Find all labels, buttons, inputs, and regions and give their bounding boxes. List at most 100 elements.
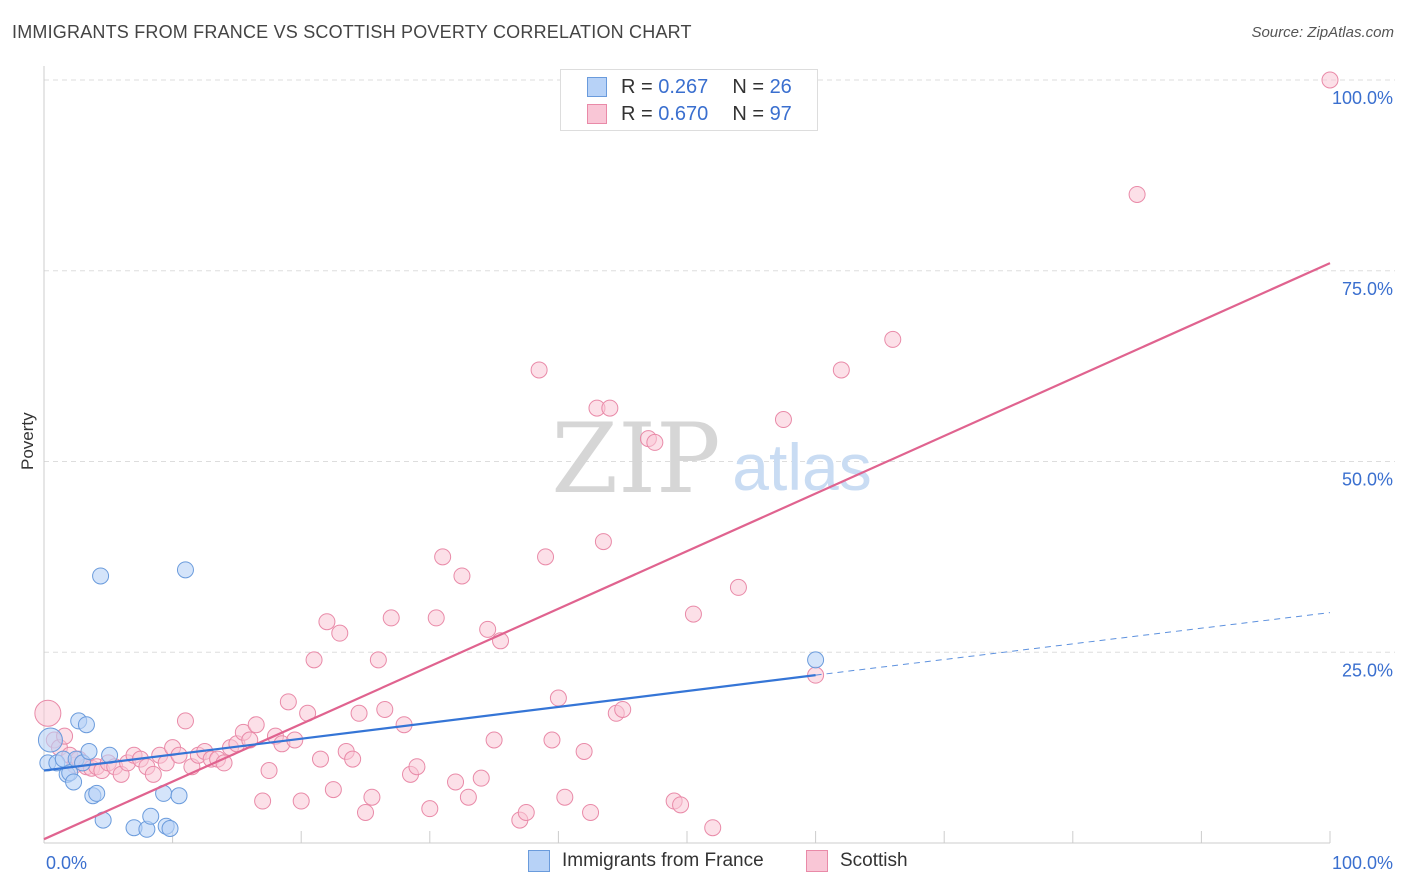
scottish-point (537, 548, 555, 566)
france-points (37, 561, 825, 838)
watermark-zip: ZIP (551, 403, 720, 515)
scottish-point (614, 700, 632, 718)
scottish-point (247, 716, 265, 734)
france-swatch (587, 77, 607, 97)
france-point (37, 727, 63, 753)
france-point (170, 787, 188, 805)
scottish-r-label: R = (621, 102, 653, 125)
scottish-point (684, 605, 702, 623)
scottish-point (279, 693, 297, 711)
scottish-n-label: N = (732, 102, 764, 125)
legend-scottish-label: Scottish (840, 850, 908, 871)
scottish-swatch (587, 104, 607, 124)
scottish-point (421, 800, 439, 818)
scottish-point (34, 699, 62, 727)
scottish-trend-line (43, 262, 1331, 841)
legend-france-label: Immigrants from France (562, 850, 764, 871)
france-point (77, 716, 95, 734)
scottish-point (884, 330, 902, 348)
scottish-point (215, 754, 233, 772)
scottish-point (331, 624, 349, 642)
watermark-atlas: atlas (732, 430, 871, 504)
trend-lines (43, 262, 1331, 841)
x-tick-label: 100.0% (1332, 853, 1393, 873)
france-point (142, 807, 160, 825)
scottish-r-value: 0.670 (658, 102, 709, 125)
scottish-point (1128, 185, 1146, 203)
scottish-point (485, 731, 503, 749)
scottish-point (144, 765, 162, 783)
scottish-point (459, 788, 477, 806)
scottish-point (594, 533, 612, 551)
scottish-point (305, 651, 323, 669)
scottish-point (832, 361, 850, 379)
scottish-points (34, 71, 1339, 837)
france-r-value: 0.267 (658, 75, 709, 98)
scottish-point (543, 731, 561, 749)
x-tick-label: 0.0% (46, 853, 87, 873)
stats-box: R = 0.267 N = 26 R = 0.670 N = 97 (560, 69, 818, 131)
tick-labels: 25.0% 50.0% 75.0% 100.0% 0.0% 100.0% (46, 88, 1393, 873)
scottish-point (453, 567, 471, 585)
scottish-point (382, 609, 400, 627)
scottish-point (575, 742, 593, 760)
scottish-point (517, 803, 535, 821)
scottish-point (311, 750, 329, 768)
france-trend-extension (815, 612, 1331, 676)
scottish-point (434, 548, 452, 566)
scottish-point (408, 758, 426, 776)
scottish-point (254, 792, 272, 810)
scottish-point (344, 750, 362, 768)
france-point (80, 742, 98, 760)
france-point (176, 561, 194, 579)
scottish-point (556, 788, 574, 806)
scottish-point (729, 578, 747, 596)
y-tick-label: 100.0% (1332, 88, 1393, 108)
stats-row-scottish: R = 0.670 N = 97 (587, 101, 792, 127)
scottish-point (363, 788, 381, 806)
scottish-point (774, 411, 792, 429)
france-n-value: 26 (769, 75, 792, 98)
scottish-point (601, 399, 619, 417)
y-tick-label: 25.0% (1342, 660, 1393, 680)
scottish-point (672, 796, 690, 814)
legend-item-france[interactable]: Immigrants from France (528, 850, 764, 872)
scottish-point (549, 689, 567, 707)
scottish-n-value: 97 (769, 102, 792, 125)
watermark-layer: ZIP atlas (551, 403, 871, 515)
scottish-point (376, 700, 394, 718)
scottish-point (447, 773, 465, 791)
y-tick-label: 75.0% (1342, 279, 1393, 299)
scottish-point (176, 712, 194, 730)
grid-layer (44, 79, 1395, 653)
france-r-label: R = (621, 75, 653, 98)
scottish-point (479, 620, 497, 638)
france-point (807, 651, 825, 669)
legend-france-swatch (528, 850, 550, 872)
scottish-point (472, 769, 490, 787)
france-point (161, 820, 179, 838)
france-n-label: N = (732, 75, 764, 98)
scottish-point (369, 651, 387, 669)
scottish-point (427, 609, 445, 627)
scottish-point (582, 803, 600, 821)
france-point (88, 784, 106, 802)
stats-row-france: R = 0.267 N = 26 (587, 74, 792, 100)
scottish-point (704, 819, 722, 837)
scottish-point (318, 613, 336, 631)
france-point (65, 773, 83, 791)
y-tick-label: 50.0% (1342, 470, 1393, 490)
france-trend-line (43, 674, 816, 772)
scottish-point (292, 792, 310, 810)
scottish-point (350, 704, 368, 722)
source-label: Source: ZipAtlas.com (1251, 24, 1394, 41)
scottish-point (530, 361, 548, 379)
legend-item-scottish[interactable]: Scottish (806, 850, 908, 872)
chart-title: IMMIGRANTS FROM FRANCE VS SCOTTISH POVER… (12, 22, 692, 42)
scottish-point (324, 781, 342, 799)
scottish-point (260, 762, 278, 780)
legend-scottish-swatch (806, 850, 828, 872)
scottish-point (1321, 71, 1339, 89)
scottish-point (357, 803, 374, 821)
